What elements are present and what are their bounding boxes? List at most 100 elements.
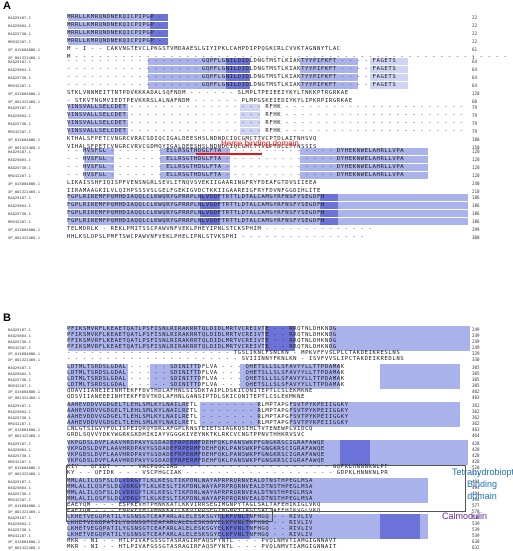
conservation-highlight xyxy=(200,218,220,225)
conservation-highlight xyxy=(340,440,370,447)
sequence-name: XP_001322460.1 xyxy=(8,545,41,550)
sequence-name: RAQ25730.1 xyxy=(8,75,31,80)
residue-position: 539 xyxy=(472,527,480,532)
residue-position: 362 xyxy=(472,415,480,420)
sequence-residues: PFIKSMVRFLKEAETQATLPSFISNLRIRAKRRTQLDIDL… xyxy=(67,338,337,344)
conservation-highlight xyxy=(320,218,338,225)
conservation-highlight xyxy=(68,326,264,333)
sequence-residues: MMLALILQSFSLDLVDRGYTLKLKESLTIKPDNLWAYAPR… xyxy=(67,490,313,496)
sequence-name: RAQ25664.1 xyxy=(8,485,31,490)
conservation-highlight xyxy=(380,364,460,371)
sequence-name: RAQ25730.1 xyxy=(8,339,31,344)
sequence-name: RMZ42207.1 xyxy=(8,497,31,502)
sequence-name: XP_015604886.1 xyxy=(8,539,41,544)
conservation-highlight xyxy=(68,458,468,465)
sequence-residues: - - - - - - - - - - - - - - - - - GQPFLG… xyxy=(67,74,397,80)
sequence-residues: PFIKSMVRFLKEAETQATLPSFISNLRIRAKRRTQLDIDL… xyxy=(67,332,337,338)
sequence-residues: AAHEVDDVVGDGELTLEHLSMLKYLNAILRETL - - - … xyxy=(67,414,349,420)
residue-position: 61 xyxy=(472,47,478,52)
residue-position: 403 xyxy=(472,395,480,400)
sequence-residues: KIY - QFIDT - - - VACPQGCIAB - - - - - -… xyxy=(67,464,389,470)
conservation-highlight xyxy=(68,440,468,447)
residue-position: 494 xyxy=(472,497,480,502)
conservation-highlight xyxy=(240,112,260,119)
sequence-name: RAQ29187.1 xyxy=(8,327,31,332)
thbd-domain-box xyxy=(66,465,466,512)
conservation-highlight xyxy=(220,532,250,539)
residue-position: 186 xyxy=(472,203,480,208)
calmodulin-box xyxy=(66,508,273,522)
conservation-highlight xyxy=(150,370,200,377)
conservation-highlight xyxy=(160,156,230,163)
conservation-highlight xyxy=(240,382,340,389)
thbd-line1: Tetrahydrobiopterin- xyxy=(452,467,513,477)
conservation-highlight xyxy=(340,452,370,459)
sequence-residues: LDTMLTSRDSLGDAL - - - - - SDINITTDFLVA -… xyxy=(67,364,345,370)
conservation-highlight xyxy=(226,58,250,65)
sequence-name: RAQ25664.1 xyxy=(8,113,31,118)
sequence-residues: LKHETVEGQPATILYGSNSGTCEAFARLALELESKSGYEL… xyxy=(67,514,313,520)
sequence-name: RAQ25664.1 xyxy=(8,23,31,28)
conservation-highlight xyxy=(120,478,140,485)
sequence-name: RAQ25730.1 xyxy=(8,453,31,458)
sequence-name: RAQ29187.1 xyxy=(8,403,31,408)
sequence-name: RMZ42207.1 xyxy=(8,533,31,538)
sequence-name: XP_015604886.1 xyxy=(8,427,41,432)
residue-position: 120 xyxy=(472,173,480,178)
conservation-highlight xyxy=(68,414,188,421)
residue-position: 362 xyxy=(472,421,480,426)
conservation-highlight xyxy=(380,526,420,533)
sequence-residues: - - HVSFGL - - - - - - - ELLRSGTHDGLFTA … xyxy=(67,156,405,162)
conservation-highlight xyxy=(68,30,150,37)
sequence-residues: VIHALSFPETCVNGRCVRVCGDMQYIGALDEESHSLNDND… xyxy=(67,144,317,150)
residue-position: 362 xyxy=(472,403,480,408)
sequence-residues: - STKVTNGMVIEDTPEVKKRSLALNAFNDM - - - - … xyxy=(67,98,353,104)
conservation-highlight xyxy=(200,202,220,209)
residue-position: 539 xyxy=(472,521,480,526)
conservation-highlight xyxy=(120,484,140,491)
sequence-residues: QDSVIIANEEEINHTEKFFDVTKDLAFHNLGANSIPTDLS… xyxy=(67,394,306,400)
sequence-name: RAQ25730.1 xyxy=(8,527,31,532)
residue-position: 249 xyxy=(472,333,480,338)
conservation-highlight xyxy=(68,446,468,453)
sequence-residues: MMLALILQSFSLDLVDRGYTLKLKESLTIKPDNLWAYAPR… xyxy=(67,496,313,502)
conservation-highlight xyxy=(68,104,128,111)
conservation-highlight xyxy=(265,332,295,339)
sequence-residues: MKR - NI - - HTLPIVAFGSSGTASRAGIRFAQSFYN… xyxy=(67,538,337,544)
conservation-highlight xyxy=(265,326,295,333)
conservation-highlight xyxy=(300,66,358,73)
panel-a-label: A xyxy=(3,0,11,12)
conservation-highlight xyxy=(320,210,338,217)
sequence-residues: VINSVALLSELCDET - - - - - - - - - - - - … xyxy=(67,104,464,110)
conservation-highlight xyxy=(340,446,370,453)
conservation-highlight xyxy=(68,128,128,135)
sequence-name: XP_001322460.1 xyxy=(8,509,41,514)
conservation-highlight xyxy=(300,164,428,171)
conservation-highlight xyxy=(370,58,408,65)
sequence-residues: TELMDRLK - REKLPMITSSCPAWVNFVEKLPHEYIPNL… xyxy=(67,226,373,232)
sequence-name: XP_001322460.1 xyxy=(8,433,41,438)
conservation-highlight xyxy=(265,338,295,345)
conservation-highlight xyxy=(150,38,168,45)
residue-position: 630 xyxy=(472,539,480,544)
residue-position: 64 xyxy=(472,75,478,80)
residue-position: 210 xyxy=(472,189,480,194)
sequence-residues: - - - - - - - - - - - - - - - - - GQPFLG… xyxy=(67,66,397,72)
conservation-highlight xyxy=(300,74,358,81)
conservation-highlight xyxy=(226,66,250,73)
conservation-highlight xyxy=(200,414,260,421)
sequence-residues: EAEYQM - - - ESPKEVHTPHNKKATLKKVIRRSEGIM… xyxy=(67,502,321,508)
sequence-residues: LDTMLTSRDSLGDAL - - - - - SDINITTDFLVA -… xyxy=(67,382,345,388)
sequence-residues: M - - - - - - - - - - - - - - - - - - - … xyxy=(67,54,508,60)
residue-position: 494 xyxy=(472,479,480,484)
conservation-highlight xyxy=(220,520,250,527)
residue-position: 22 xyxy=(472,31,478,36)
sequence-residues: AAHEVDDVVGDGELTLEHLSMLKYLNAILRETL - - - … xyxy=(67,402,349,408)
residue-position: 79 xyxy=(472,129,478,134)
conservation-highlight xyxy=(265,344,295,351)
sequence-name: RAQ25730.1 xyxy=(8,491,31,496)
residue-position: 329 xyxy=(472,351,480,356)
sequence-residues: FGPLRIREMFPQMHDIAQQLCLKWQRYGPRRPLNLVDDFT… xyxy=(67,210,325,216)
thbd-line2: Binding domain xyxy=(466,479,498,501)
conservation-highlight xyxy=(150,22,168,29)
